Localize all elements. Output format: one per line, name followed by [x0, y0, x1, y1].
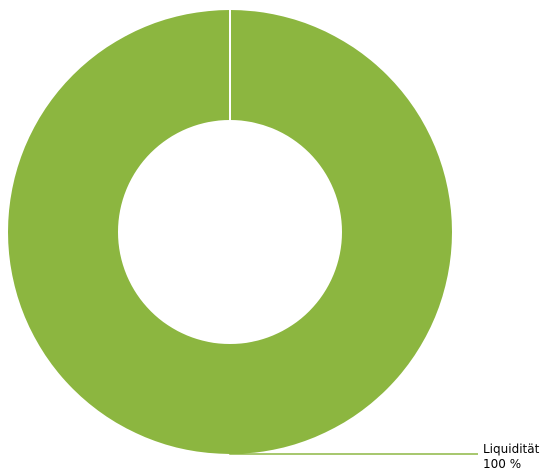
- donut-slice-0: [8, 10, 452, 454]
- donut-slices: [8, 10, 452, 454]
- slice-leader-line: [229, 450, 478, 455]
- slice-label-value: 100 %: [483, 457, 521, 471]
- slice-label-name: Liquidität: [483, 442, 540, 456]
